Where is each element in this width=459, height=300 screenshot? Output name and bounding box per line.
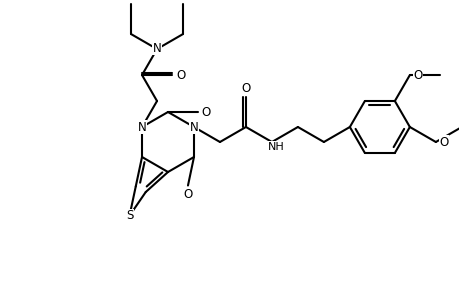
Text: O: O <box>176 68 185 82</box>
Text: N: N <box>152 42 161 55</box>
Text: O: O <box>412 68 421 82</box>
Text: N: N <box>189 121 198 134</box>
Text: NH: NH <box>267 142 284 152</box>
Text: O: O <box>241 82 250 94</box>
Text: O: O <box>438 136 448 148</box>
Text: O: O <box>201 106 210 118</box>
Text: S: S <box>126 209 133 222</box>
Text: N: N <box>137 121 146 134</box>
Text: O: O <box>183 188 192 201</box>
